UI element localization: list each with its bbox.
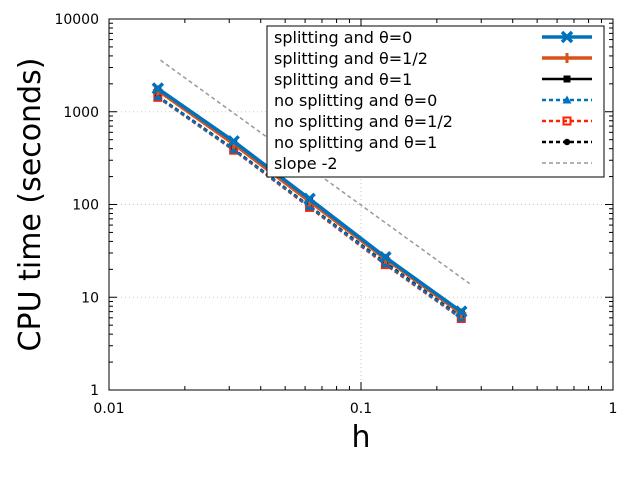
legend-entry: splitting and θ=1/2	[274, 49, 592, 68]
legend: splitting and θ=0 splitting and θ=1/2 spli…	[266, 25, 605, 178]
square-marker	[563, 75, 571, 83]
y-tick-label: 10000	[54, 12, 99, 28]
y-tick-label: 1000	[63, 105, 99, 121]
x-cross-marker	[227, 135, 240, 148]
open-square-marker	[562, 116, 572, 126]
legend-label: splitting and θ=0	[274, 28, 412, 47]
series-0	[151, 82, 468, 318]
legend-entry: no splitting and θ=0	[274, 91, 592, 110]
x-cross-marker	[560, 30, 574, 44]
legend-label: no splitting and θ=1	[274, 133, 437, 152]
x-tick-label: 0.01	[93, 401, 124, 417]
legend-entry: no splitting and θ=1/2	[274, 112, 592, 131]
series-lines	[151, 59, 471, 324]
legend-box	[266, 25, 605, 178]
legend-entry: splitting and θ=1	[274, 70, 592, 89]
y-axis-title: CPU time (seconds)	[13, 58, 48, 352]
y-tick-label: 100	[72, 198, 99, 214]
legend-label: no splitting and θ=0	[274, 91, 437, 110]
plus-marker	[562, 53, 572, 63]
x-tick-label: 0.1	[350, 401, 372, 417]
x-axis-title: h	[351, 420, 370, 455]
axis-ticks: 0.01 0.1 1 1 10 100 1000 10000	[54, 12, 617, 417]
legend-label: splitting and θ=1/2	[274, 49, 428, 68]
legend-entry: splitting and θ=0	[274, 28, 592, 47]
triangle-marker	[562, 95, 572, 104]
y-tick-label: 10	[81, 290, 99, 306]
y-tick-label: 1	[90, 383, 99, 399]
legend-label: splitting and θ=1	[274, 70, 412, 89]
legend-label: no splitting and θ=1/2	[274, 112, 453, 131]
triangle-marker	[229, 145, 239, 154]
x-cross-marker	[303, 192, 316, 206]
legend-entry: no splitting and θ=1	[274, 133, 592, 152]
triangle-marker	[153, 92, 163, 101]
x-cross-marker	[151, 82, 165, 95]
x-cross-marker	[455, 305, 468, 318]
legend-label: slope -2	[274, 154, 338, 173]
x-tick-label: 1	[609, 401, 618, 417]
dot-marker	[563, 138, 571, 146]
legend-entry: slope -2	[274, 154, 592, 173]
x-cross-marker	[379, 251, 392, 264]
